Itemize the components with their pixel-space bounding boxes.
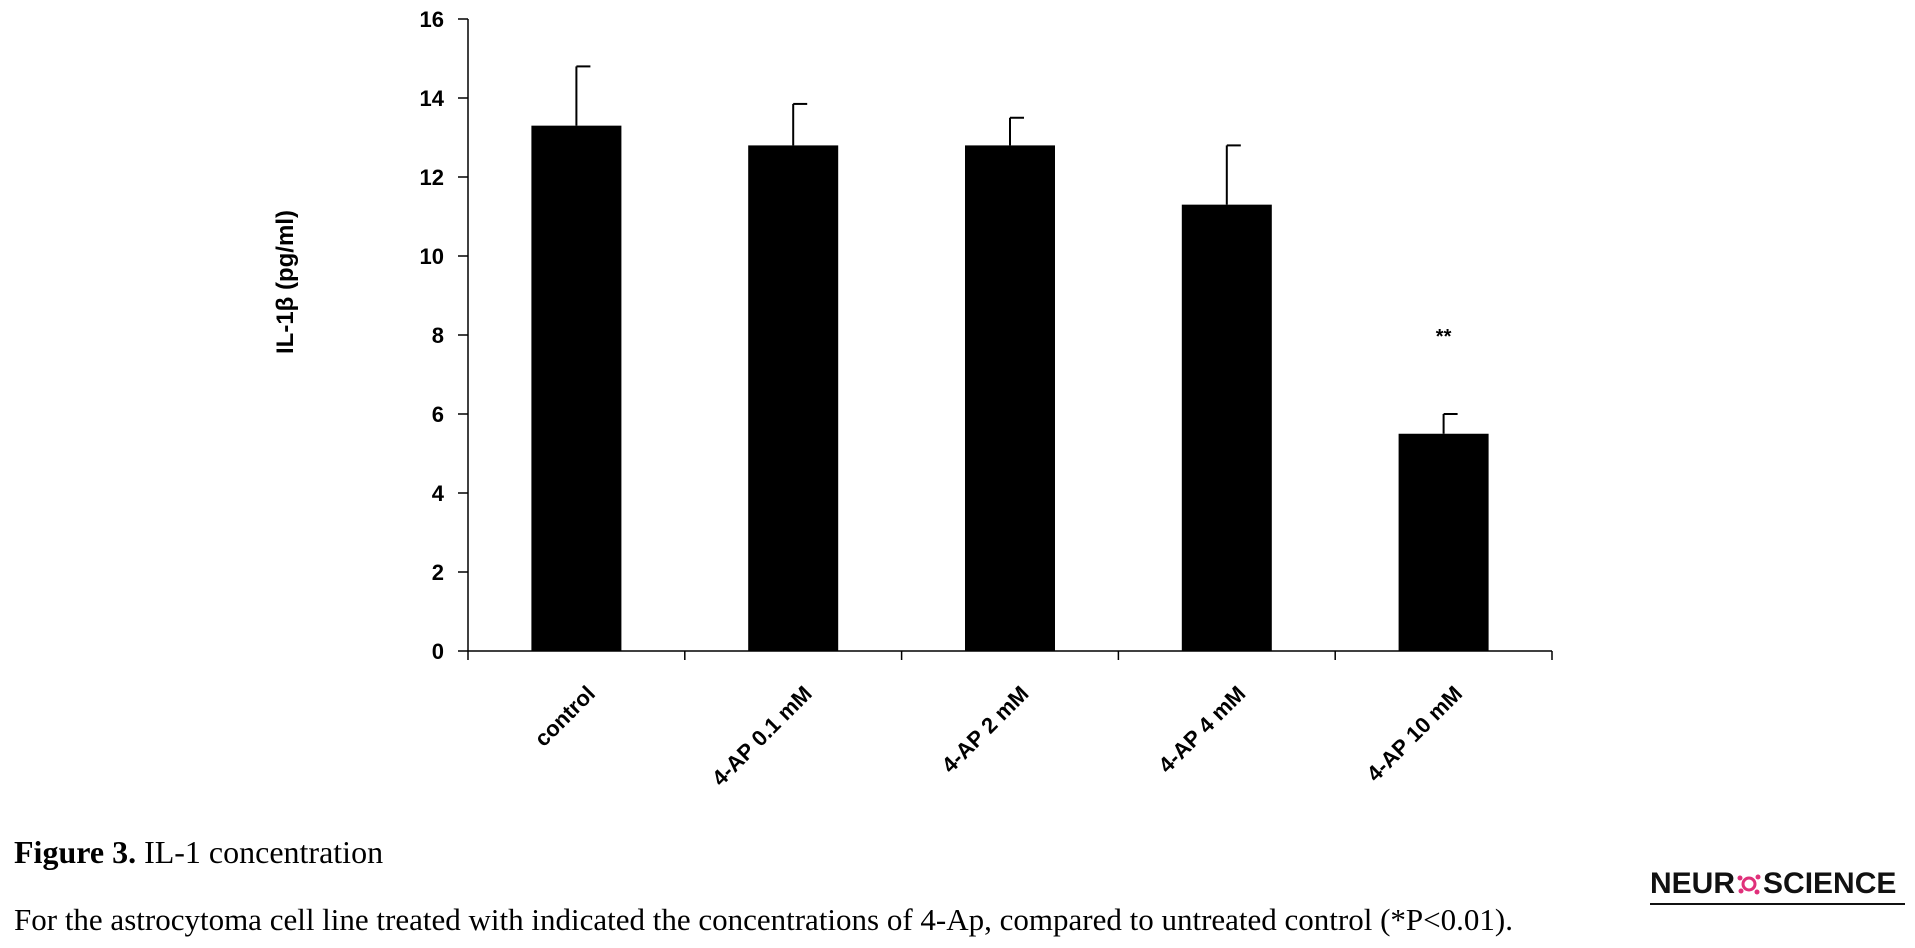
bar-chart: IL-1β (pg/ml) 0 2 4 6 8 10 12 14 16 ** control 4-… xyxy=(272,7,1553,791)
bar xyxy=(1398,433,1489,651)
logo-text-right: SCIENCE xyxy=(1763,867,1897,900)
x-category-label: 4-AP 4 mM xyxy=(1153,681,1250,778)
x-category-label: 4-AP 2 mM xyxy=(937,681,1034,778)
y-axis-label: IL-1β (pg/ml) xyxy=(272,210,299,354)
significance-marker: ** xyxy=(1436,326,1452,348)
annotations-group: ** xyxy=(1436,326,1452,348)
axes xyxy=(467,19,1553,660)
y-tick-label: 14 xyxy=(420,86,445,111)
y-tick-label: 6 xyxy=(432,402,444,427)
figure-caption-title: Figure 3. IL-1 concentration xyxy=(14,834,383,871)
bar xyxy=(748,145,839,651)
neuroscience-logo: NEUR SCIENCE xyxy=(1650,867,1905,905)
figure-title: IL-1 concentration xyxy=(144,834,384,870)
x-category-label: control xyxy=(530,681,600,751)
bars-group xyxy=(531,125,1489,651)
bar xyxy=(965,145,1055,651)
y-tick-label: 2 xyxy=(432,560,444,585)
logo-text-left: NEUR xyxy=(1650,867,1736,900)
y-axis-ticks: 0 2 4 6 8 10 12 14 16 xyxy=(420,7,468,664)
x-category-label: 4-AP 10 mM xyxy=(1362,681,1468,787)
error-bars-group xyxy=(575,65,1458,434)
y-tick-label: 0 xyxy=(432,639,444,664)
y-tick-label: 12 xyxy=(420,165,444,190)
y-tick-label: 8 xyxy=(432,323,444,348)
figure-label: Figure 3. xyxy=(14,834,137,870)
x-axis-category-labels: control 4-AP 0.1 mM 4-AP 2 mM 4-AP 4 mM 4-AP… xyxy=(530,681,1468,791)
y-tick-label: 16 xyxy=(420,7,444,32)
bar xyxy=(1181,204,1272,651)
y-tick-label: 10 xyxy=(420,244,444,269)
x-category-label: 4-AP 0.1 mM xyxy=(707,681,817,791)
figure-caption-text: For the astrocytoma cell line treated wi… xyxy=(14,902,1513,937)
y-tick-label: 4 xyxy=(432,481,445,506)
neuron-icon xyxy=(1737,874,1761,895)
bar xyxy=(531,125,622,651)
